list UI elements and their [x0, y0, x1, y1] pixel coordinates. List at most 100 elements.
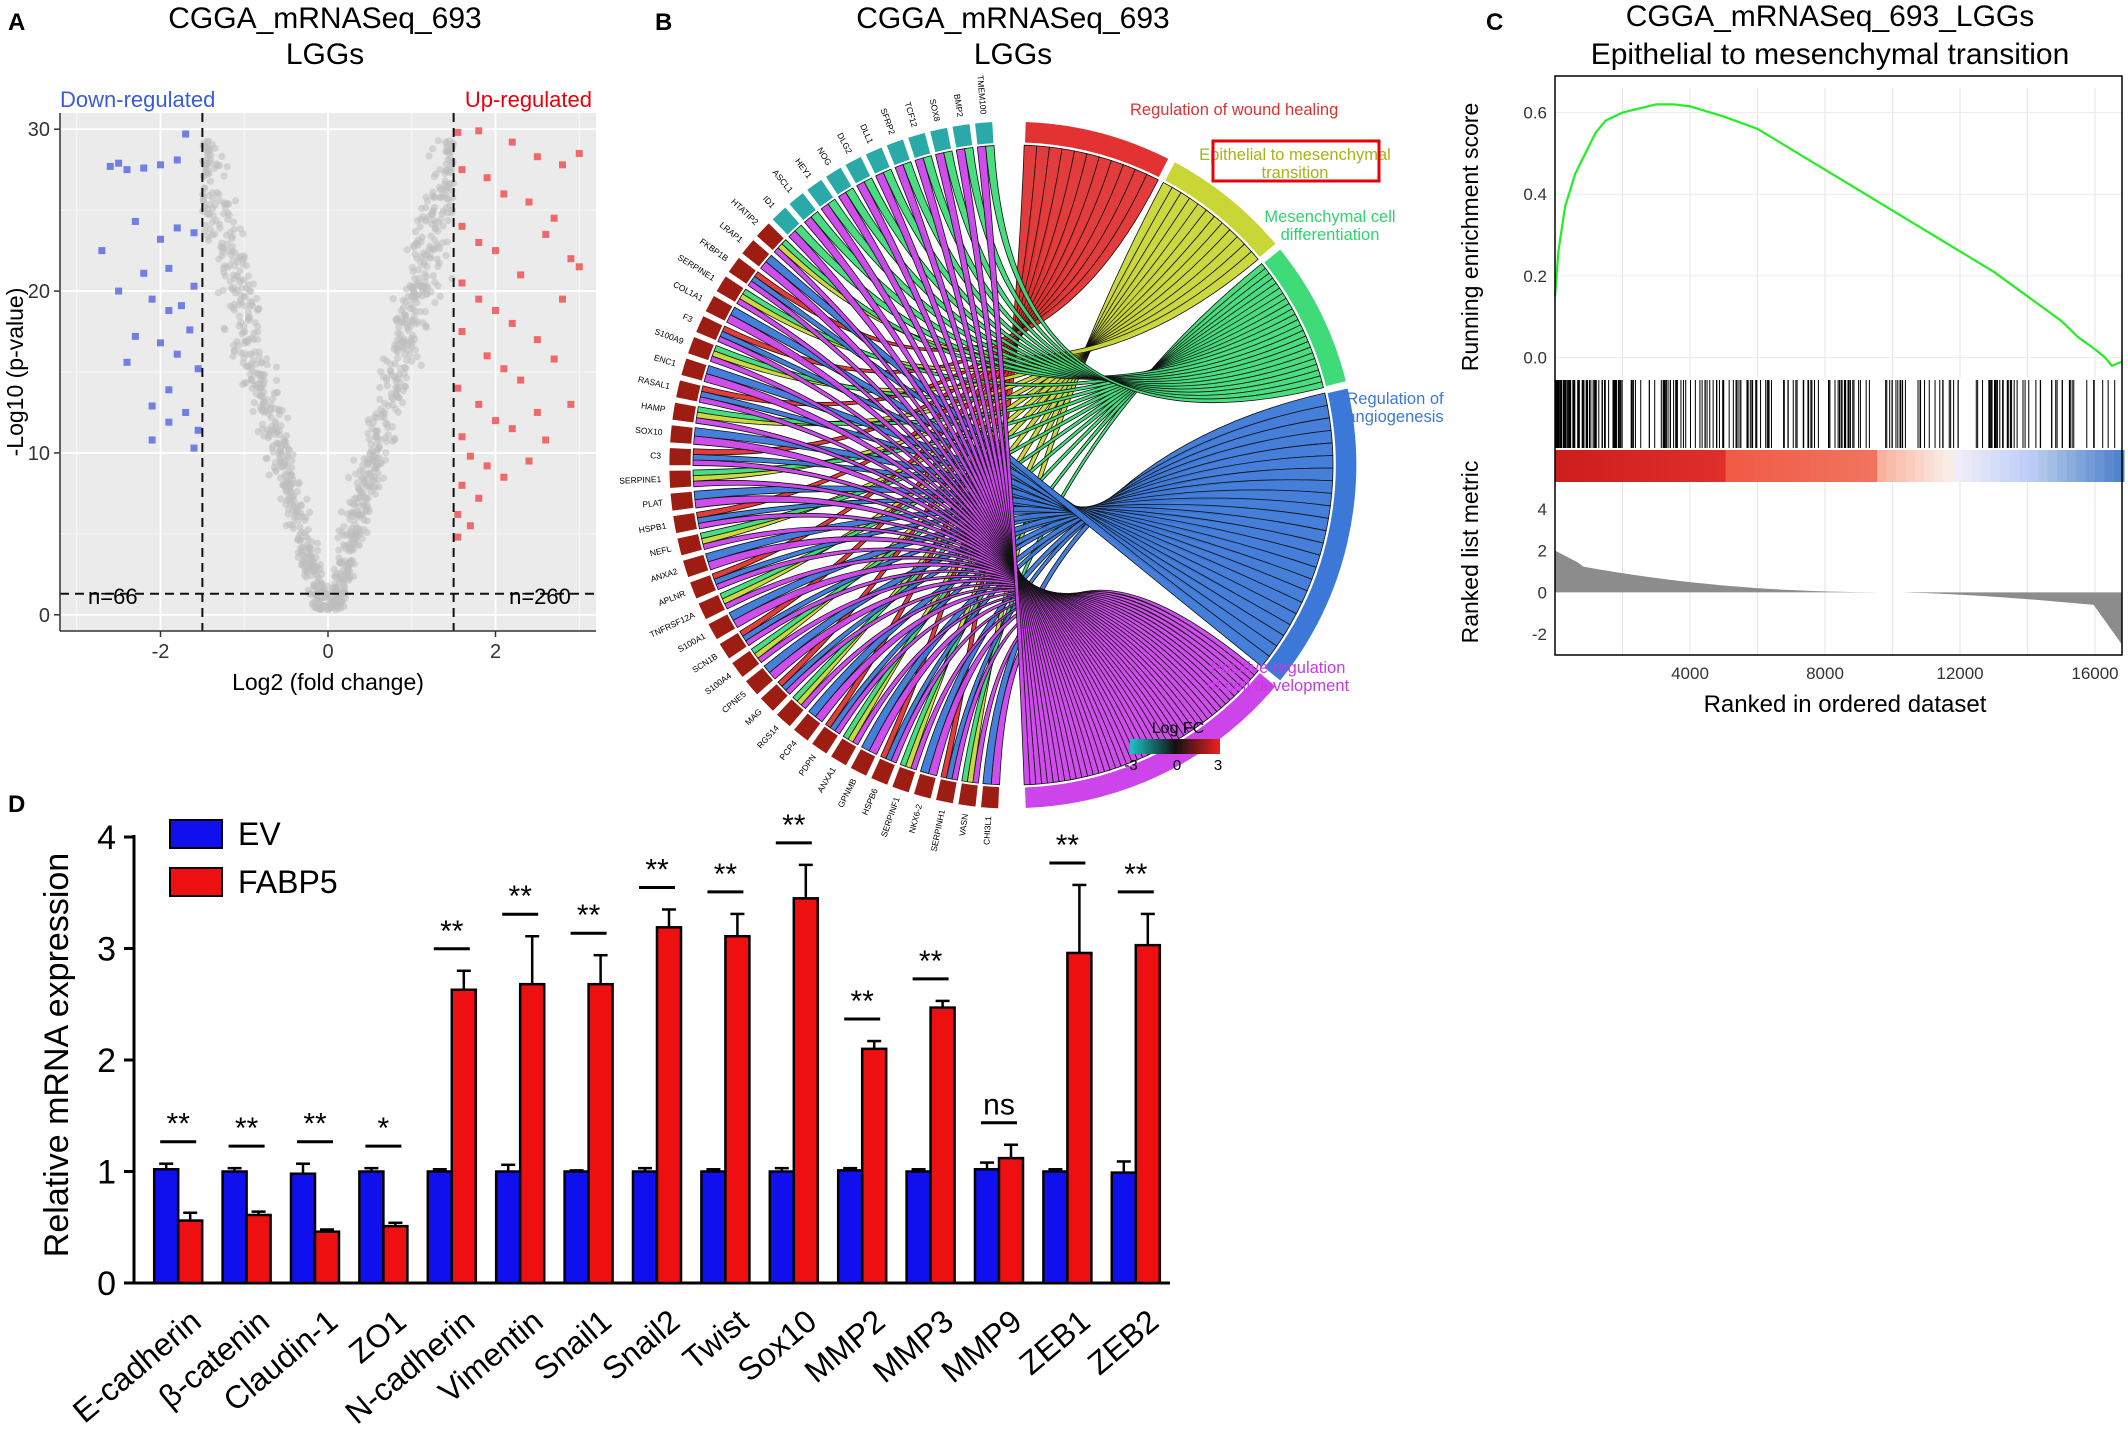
panel-d-category-label: ZEB1 — [1012, 1303, 1096, 1382]
panel-a-point-ns — [203, 137, 211, 146]
panel-a-point-ns — [217, 243, 225, 251]
panel-a-point-up — [559, 161, 566, 169]
panel-a-point-ns — [394, 408, 402, 416]
panel-b-gene-label: CPNE5 — [720, 689, 748, 715]
panel-b-ribbon — [717, 335, 1122, 769]
panel-b-gene-label: PLAT — [642, 497, 664, 509]
panel-a-point-ns — [199, 196, 207, 204]
panel-b-term-label: Epithelial to mesenchymal — [1199, 146, 1391, 164]
panel-c-ranked-metric-area — [1555, 550, 2122, 645]
panel-a-point-ns — [248, 384, 256, 392]
panel-a-point-ns — [277, 449, 285, 457]
panel-a-point-ns — [289, 450, 297, 459]
panel-d-bar-fabp5 — [724, 934, 751, 1285]
panel-a-point-ns — [302, 532, 310, 541]
panel-a-point-ns — [446, 141, 454, 150]
panel-c-heat-segment — [2019, 450, 2030, 482]
panel-a-point-down — [190, 444, 198, 452]
panel-d-legend: EV FABP5 — [169, 816, 338, 900]
panel-b-gene-label: SFRP2 — [879, 107, 898, 136]
panel-b-gene-block — [697, 594, 726, 621]
panel-a-point-up — [454, 384, 462, 392]
panel-a-point-ns — [344, 473, 353, 482]
panel-c-heat-segment — [1820, 450, 1831, 482]
panel-c-heat-segment — [1886, 450, 1898, 482]
panel-a-point-up — [550, 214, 558, 222]
panel-a-point-ns — [387, 360, 395, 368]
panel-b-gene-label: SCN1B — [690, 651, 720, 675]
panel-b-ribbon — [785, 583, 1213, 720]
panel-a-nonsignificant-points — [199, 136, 458, 614]
panel-a-point-ns — [229, 304, 238, 312]
panel-a-point-ns — [260, 397, 268, 406]
panel-b-gene-label: APLNR — [657, 588, 687, 608]
panel-a-point-ns — [350, 539, 358, 548]
panel-a-point-ns — [281, 438, 289, 446]
panel-d-bar-fabp5 — [450, 988, 478, 1285]
panel-a-point-ns — [372, 427, 380, 436]
panel-b-ribbon — [804, 216, 1083, 780]
panel-a-point-up — [458, 328, 466, 336]
panel-a-point-ns — [340, 531, 348, 540]
panel-a-point-up — [517, 271, 525, 279]
panel-a-point-up — [475, 494, 483, 502]
panel-c-heat-segment — [2104, 450, 2115, 482]
panel-a-point-ns — [331, 580, 339, 588]
panel-a-point-down — [157, 161, 164, 169]
panel-a-point-ns — [373, 434, 382, 442]
panel-b-term-label: differentiation — [1281, 226, 1380, 244]
panel-a-point-ns — [396, 364, 405, 372]
panel-b-gene-block — [771, 206, 801, 236]
panel-a-point-ns — [254, 428, 262, 436]
panel-b-ribbon — [875, 171, 1060, 783]
panel-a-point-ns — [388, 393, 396, 401]
panel-a-point-ns — [434, 136, 442, 145]
panel-b-gene-label: NKX6-2 — [907, 803, 925, 835]
panel-d-bar-fabp5 — [655, 926, 683, 1285]
panel-a-point-ns — [313, 539, 322, 547]
panel-a-point-ns — [239, 230, 247, 238]
panel-d-significance-label: ** — [782, 809, 806, 842]
panel-c-heat-segment — [2076, 450, 2087, 482]
panel-a-point-ns — [367, 440, 375, 448]
panel-a-point-down — [131, 332, 139, 340]
panel-b-ribbon — [985, 145, 1324, 404]
panel-a-point-ns — [332, 573, 340, 582]
panel-c-heat-segment — [1867, 450, 1879, 482]
panel-a-point-up — [500, 365, 508, 373]
panel-b-gene-label: NOG — [815, 145, 834, 167]
panel-a-point-ns — [383, 376, 391, 385]
panel-b-ribbon — [890, 593, 1239, 764]
panel-a-point-up — [483, 462, 491, 470]
panel-b-gene-label: MAG — [743, 707, 764, 728]
panel-a-point-up — [475, 295, 483, 303]
panel-b-gene-label: RGS14 — [755, 723, 781, 751]
panel-a-point-ns — [229, 218, 238, 226]
panel-a-point-down — [186, 326, 194, 334]
panel-a-point-ns — [376, 395, 384, 403]
panel-c-heat-segment — [1697, 450, 1708, 482]
panel-b-gene-block — [788, 192, 817, 222]
panel-a-point-up — [492, 417, 499, 425]
panel-b-ribbon — [773, 247, 1094, 777]
panel-b-ribbon — [955, 148, 1037, 785]
panel-b-ribbon — [914, 157, 1048, 785]
panel-c-heat-segment — [2095, 450, 2106, 482]
panel-c-heat-segment — [1943, 450, 1954, 482]
panel-a-point-up — [542, 436, 550, 444]
panel-a-point-ns — [400, 345, 408, 353]
panel-a-point-up — [483, 174, 491, 182]
panel-a-point-ns — [239, 255, 247, 264]
panel-b-gene-block — [957, 782, 979, 808]
panel-b-term-label: of cell development — [1207, 677, 1350, 695]
panel-c-heat-segment — [1678, 450, 1689, 482]
panel-b-gene-label: NEFL — [649, 543, 673, 558]
panel-a-point-ns — [265, 471, 273, 479]
panel-d-category-label: MMP9 — [934, 1303, 1028, 1390]
panel-b-ribbon — [692, 453, 1313, 592]
panel-a-point-ns — [253, 294, 261, 303]
panel-a-point-down — [115, 287, 123, 295]
panel-c-heat-segment — [1981, 450, 1992, 482]
panel-a-point-up — [458, 222, 466, 230]
panel-a-point-ns — [247, 364, 256, 372]
